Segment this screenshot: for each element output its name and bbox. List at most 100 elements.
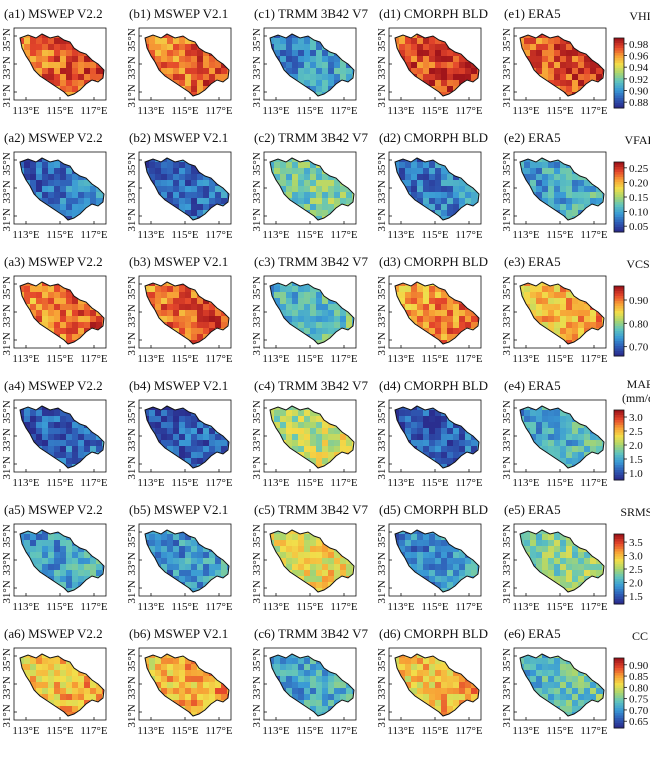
raster-cell [417,416,424,423]
raster-cell [209,440,216,447]
raster-cell [102,86,104,93]
raster-cell [48,434,55,441]
raster-cell [578,292,585,299]
raster-cell [405,286,412,293]
raster-cell [316,564,323,571]
raster-cell [441,428,448,435]
raster-cell [90,322,97,329]
raster-cell [167,534,174,541]
raster-cell [274,570,281,577]
raster-cell [54,464,61,468]
raster-cell [102,340,104,344]
raster-cell [167,198,174,205]
raster-cell [395,340,400,344]
raster-cell [203,422,210,429]
raster-cell [292,186,299,193]
raster-cell [578,56,585,63]
raster-cell [161,576,168,583]
raster-cell [358,192,364,198]
colorbar-segment [614,98,624,101]
x-tick-label: 115°E [171,105,198,117]
raster-cell [477,310,479,317]
raster-cell [322,434,329,441]
raster-cell [602,406,604,411]
raster-cell [352,328,354,335]
raster-cell [596,180,603,187]
raster-cell [542,158,549,163]
raster-cell [536,186,543,193]
raster-cell [203,558,210,565]
raster-cell [280,346,286,352]
raster-cell [429,464,436,468]
raster-cell [108,32,114,38]
raster-cell [161,428,168,435]
raster-cell [155,222,161,228]
raster-cell [161,304,168,311]
raster-cell [310,322,317,329]
raster-cell [477,316,479,323]
raster-cell [483,470,489,476]
raster-cell [298,334,305,341]
raster-cell [429,74,436,81]
raster-cell [524,80,531,87]
raster-cell [453,316,460,323]
raster-cell [20,428,25,435]
raster-cell [280,56,287,63]
x-tick-label: 115°E [296,601,323,613]
raster-cell [608,198,614,204]
raster-cell [447,458,454,465]
raster-cell [429,80,436,87]
raster-cell [20,440,25,447]
raster-cell [60,304,67,311]
raster-cell [441,34,448,39]
raster-cell [286,186,293,193]
raster-cell [233,422,239,428]
colorbar-title: VHI [629,9,650,23]
raster-cell [221,168,228,175]
raster-cell [280,298,287,305]
y-tick-label: 31°N [251,456,263,479]
raster-cell [161,204,168,211]
raster-cell [322,34,329,39]
raster-cell [221,34,228,39]
raster-cell [179,286,186,293]
raster-cell [435,292,442,299]
raster-cell [36,180,43,187]
raster-cell [417,440,424,447]
y-tick-label: 33°N [126,304,138,327]
raster-cell [602,210,604,217]
raster-cell [292,34,299,39]
raster-cell [596,406,603,411]
raster-cell [173,588,180,592]
raster-cell [477,68,479,75]
raster-cell [215,416,222,423]
raster-cell [66,322,73,329]
raster-cell [566,34,573,39]
raster-cell [233,528,239,534]
raster-cell [536,180,543,187]
raster-cell [304,440,311,447]
raster-cell [54,98,60,104]
raster-cell [358,564,364,570]
raster-cell [536,216,543,220]
raster-cell [173,62,180,69]
raster-cell [72,422,79,429]
raster-cell [328,328,335,335]
raster-cell [96,322,103,329]
raster-cell [310,174,317,181]
raster-cell [298,546,305,553]
raster-cell [395,186,400,193]
raster-cell [405,346,411,352]
raster-cell [316,80,323,87]
raster-cell [78,198,85,205]
raster-cell [334,530,341,535]
raster-cell [304,558,311,565]
colorbar-segment [614,301,624,304]
raster-cell [173,464,180,468]
raster-cell [405,92,412,96]
raster-cell [423,322,430,329]
y-tick-label: 31°N [1,84,13,107]
raster-cell [316,158,323,163]
x-tick-label: 115°E [46,105,73,117]
